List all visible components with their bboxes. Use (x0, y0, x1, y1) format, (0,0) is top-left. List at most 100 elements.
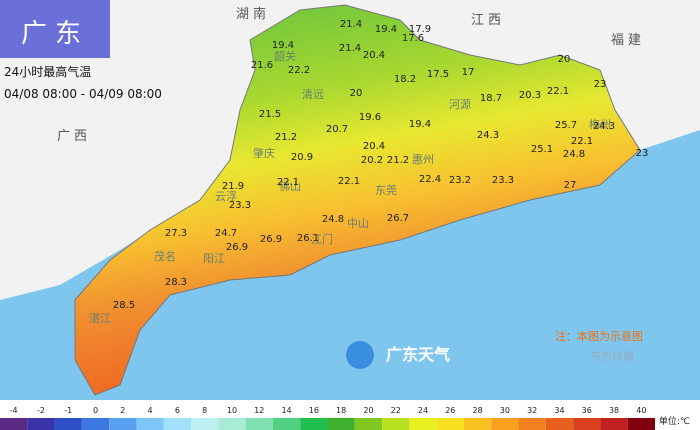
temp-label: 22.2 (288, 65, 310, 76)
note: 注：本图为示意图 (555, 329, 643, 343)
legend-tick: -2 (37, 406, 45, 415)
legend-swatch (327, 418, 355, 430)
legend-tick: 28 (473, 406, 483, 415)
temp-label: 20.2 (361, 155, 383, 166)
temp-label: 25.7 (555, 120, 577, 131)
region: 广东 (21, 19, 89, 49)
temp-label: 18.7 (480, 93, 502, 104)
legend-swatch (518, 418, 546, 430)
guangdong (74, 4, 641, 396)
temp-label: 19.6 (359, 112, 381, 123)
city-label: 梅州 (589, 117, 611, 131)
legend-swatch (27, 418, 55, 430)
neighbor: 江西 (471, 13, 505, 28)
temp-label: 20.7 (326, 124, 348, 135)
temp-label: 24.8 (563, 149, 585, 160)
temp-label: 24.8 (322, 214, 344, 225)
temp-label: 22.1 (547, 86, 569, 97)
temp-label: 22.1 (277, 177, 299, 188)
legend-tick: 38 (609, 406, 619, 415)
temp-label: 24.3 (593, 121, 615, 132)
temp-label: 20.3 (519, 90, 541, 101)
legend-swatch (545, 418, 574, 430)
city-label: 中山 (347, 217, 369, 230)
title: 24小时最高气温 (4, 64, 91, 79)
legend-swatch (354, 418, 383, 430)
legend-tick: 26 (445, 406, 455, 415)
legend-tick: 34 (554, 406, 564, 415)
temp-label: 21.5 (259, 109, 281, 120)
city-label: 清远 (302, 88, 324, 101)
legend-tick: 0 (93, 406, 98, 415)
legend-tick: -1 (64, 406, 72, 415)
city-label: 东莞 (375, 184, 397, 197)
temp-label: 21.9 (222, 181, 244, 192)
temp-label: 23.3 (492, 175, 514, 186)
legend-swatch (382, 418, 410, 430)
neighbor: 福建 (611, 33, 645, 48)
legend-tick: 40 (636, 406, 646, 415)
city-label: 湛江 (89, 312, 111, 325)
temp-label: 20 (350, 88, 363, 99)
legend-tick: 16 (309, 406, 319, 415)
legend-tick: 32 (527, 406, 537, 415)
temp-label: 26.7 (387, 213, 409, 224)
temp-label: 28.3 (165, 277, 187, 288)
temp-label: 28.5 (113, 300, 135, 311)
temp-label: 27.3 (165, 228, 187, 239)
legend-swatch (191, 418, 219, 430)
legend-tick: 18 (336, 406, 346, 415)
city-label: 韶关 (274, 49, 296, 63)
temp-label: 21.2 (275, 132, 297, 143)
legend-swatch (54, 418, 82, 430)
city-label: 云浮 (215, 190, 237, 203)
temp-label: 19.4 (409, 119, 431, 130)
legend-swatch (0, 418, 28, 430)
legend-swatch (109, 418, 137, 430)
legend-unit: 单位:℃ (659, 415, 690, 427)
temp-label: 26.9 (226, 242, 248, 253)
city-label: 阳江 (203, 252, 225, 265)
legend-swatch (245, 418, 273, 430)
temp-label: 26.1 (297, 233, 319, 244)
temp-label: 22.1 (571, 136, 593, 147)
temp-label: 17 (462, 67, 475, 78)
legend-swatch (627, 418, 655, 430)
legend-swatch (463, 418, 492, 430)
temp-label: 20.9 (291, 152, 313, 163)
legend-swatch (600, 418, 628, 430)
temp-label: 20.4 (363, 50, 385, 61)
temp-label: 17.6 (402, 33, 424, 44)
temp-label: 25.1 (531, 144, 553, 155)
legend-swatch (491, 418, 519, 430)
legend-swatch (436, 418, 464, 430)
legend-swatch (300, 418, 328, 430)
legend-tick: 6 (175, 406, 180, 415)
legend-tick: 20 (363, 406, 373, 415)
legend-swatch (573, 418, 601, 430)
city-label: 江门 (311, 232, 333, 246)
legend-swatch (218, 418, 246, 430)
city-label: 惠州 (412, 152, 434, 166)
legend-tick: 14 (281, 406, 291, 415)
legend-tick: 24 (418, 406, 428, 415)
legend-tick: 30 (500, 406, 510, 415)
legend-swatch (272, 418, 301, 430)
legend-swatch (81, 418, 110, 430)
temp-label: 24.7 (215, 228, 237, 239)
logo-icon (346, 341, 374, 369)
legend-tick: 22 (391, 406, 401, 415)
neighbor: 湖南 (236, 6, 270, 22)
city-label: 佛山 (279, 180, 301, 193)
legend-swatch (136, 418, 164, 430)
region-box (0, 0, 110, 58)
temp-label: 17.5 (427, 69, 449, 80)
temp-label: 20.4 (363, 141, 385, 152)
temp-label: 21.6 (251, 60, 273, 71)
temp-label: 20 (558, 54, 571, 65)
city-label: 河源 (449, 97, 471, 111)
temp-label: 17.9 (409, 24, 431, 35)
neighbor: 广西 (57, 129, 91, 144)
temp-label: 19.4 (375, 24, 397, 35)
